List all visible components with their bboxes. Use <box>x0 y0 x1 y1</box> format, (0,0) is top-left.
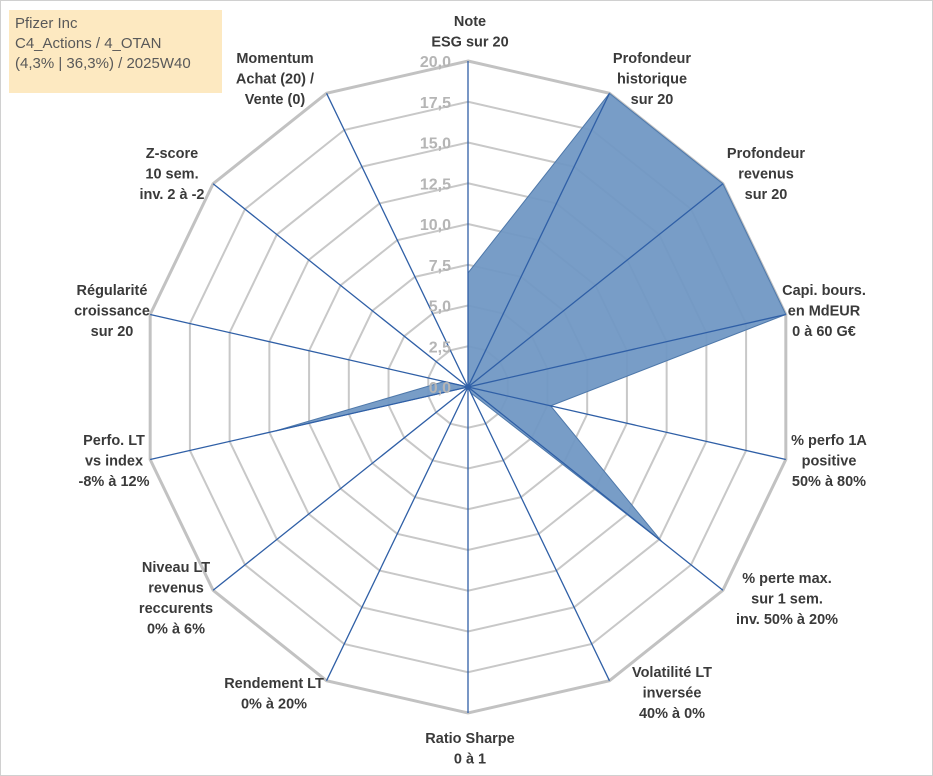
axis-spoke <box>150 313 469 388</box>
axis-label: Profondeur revenus sur 20 <box>727 146 805 203</box>
axis-spoke <box>325 93 469 388</box>
axis-label: Volatilité LT inversée 40% à 0% <box>632 665 712 722</box>
axis-label: Ratio Sharpe 0 à 1 <box>425 731 514 768</box>
tick-label: 10,0 <box>420 217 451 234</box>
tick-label: 5,0 <box>429 299 451 316</box>
radar-tick-labels: 0,0 2,5 5,0 7,5 10,0 12,5 15,0 17,5 20,0 <box>420 54 451 397</box>
axis-spoke <box>467 386 786 461</box>
axis-label: Capi. bours. en MdEUR 0 à 60 G€ <box>782 283 866 340</box>
axis-label: Profondeur historique sur 20 <box>613 51 691 108</box>
series-area <box>275 92 787 542</box>
tick-label: 0,0 <box>429 380 451 397</box>
tick-label: 17,5 <box>420 95 451 112</box>
radar-series <box>275 92 787 542</box>
axis-spoke <box>467 93 611 388</box>
axis-label: Rendement LT 0% à 20% <box>224 676 324 713</box>
axis-spoke <box>467 313 786 388</box>
tick-label: 12,5 <box>420 176 451 193</box>
radar-axis-labels: Note ESG sur 20 Profondeur historique sur 20… <box>74 14 867 768</box>
axis-spoke <box>467 183 724 388</box>
axis-label: Régularité croissance sur 20 <box>74 283 150 340</box>
axis-label: Z-score 10 sem. inv. 2 à -2 <box>139 146 204 203</box>
chart-title-box: Pfizer Inc C4_Actions / 4_OTAN (4,3% | 3… <box>9 10 222 93</box>
tick-label: 2,5 <box>429 339 451 356</box>
axis-label: Momentum Achat (20) / Vente (0) <box>236 51 314 108</box>
axis-label: % perte max. sur 1 sem. inv. 50% à 20% <box>736 571 838 628</box>
axis-spoke <box>467 386 724 591</box>
radar-spokes <box>150 61 786 713</box>
axis-spoke <box>212 386 469 591</box>
axis-spoke <box>325 386 469 681</box>
portfolio-label: C4_Actions / 4_OTAN <box>15 35 162 52</box>
tick-label: 15,0 <box>420 136 451 153</box>
axis-spoke <box>467 386 611 681</box>
axis-label: Note ESG sur 20 <box>431 14 508 51</box>
tick-label: 20,0 <box>420 54 451 71</box>
tick-label: 7,5 <box>429 258 451 275</box>
period-label: (4,3% | 36,3%) / 2025W40 <box>15 55 191 72</box>
axis-label: Niveau LT revenus reccurents 0% à 6% <box>139 560 213 638</box>
axis-label: Perfo. LT vs index -8% à 12% <box>79 433 150 490</box>
company-name: Pfizer Inc <box>15 15 78 32</box>
axis-label: % perfo 1A positive 50% à 80% <box>791 433 867 490</box>
axis-spoke <box>150 386 469 461</box>
axis-spoke <box>212 183 469 388</box>
